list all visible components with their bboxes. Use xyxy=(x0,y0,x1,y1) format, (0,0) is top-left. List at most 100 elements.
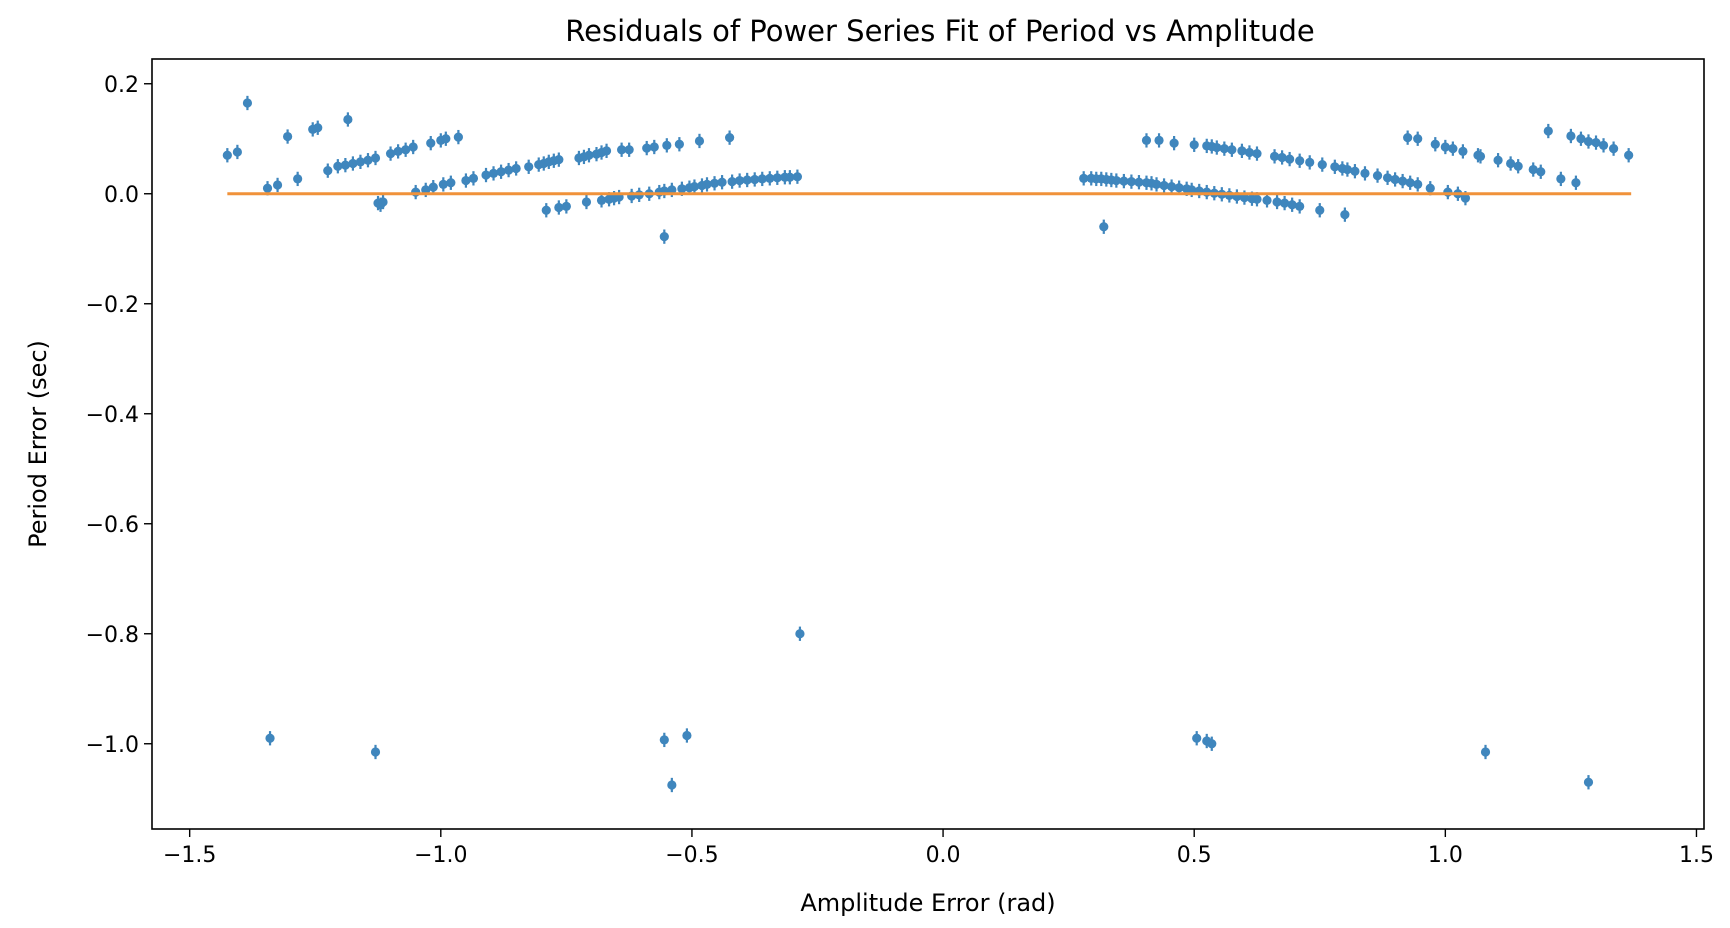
data-point xyxy=(283,129,293,144)
data-point xyxy=(242,95,253,111)
data-point xyxy=(1350,164,1360,179)
data-point xyxy=(772,170,782,185)
data-point xyxy=(581,194,592,210)
y-tick-label: −0.2 xyxy=(86,293,139,318)
y-tick-label: −1.0 xyxy=(86,733,139,758)
point-marker xyxy=(393,146,403,156)
data-point xyxy=(333,159,343,174)
data-point xyxy=(348,156,358,171)
data-point xyxy=(1134,175,1144,190)
point-marker xyxy=(1342,164,1352,175)
point-marker xyxy=(1207,739,1217,749)
data-point xyxy=(554,200,564,215)
data-point xyxy=(428,180,438,195)
point-marker xyxy=(642,143,652,153)
point-marker xyxy=(1154,135,1164,145)
data-point xyxy=(1219,141,1229,156)
point-marker xyxy=(262,183,273,193)
data-point xyxy=(1576,131,1586,146)
data-point xyxy=(370,744,381,760)
point-marker xyxy=(1566,131,1576,141)
point-marker xyxy=(468,173,479,183)
y-tick-label: −0.6 xyxy=(86,513,139,538)
point-marker xyxy=(343,114,353,125)
point-marker xyxy=(785,172,795,182)
data-point xyxy=(659,229,669,244)
point-marker xyxy=(524,162,534,172)
point-marker xyxy=(1413,134,1423,144)
point-marker xyxy=(1536,167,1546,177)
data-point xyxy=(313,120,323,135)
point-marker xyxy=(581,197,592,207)
data-point xyxy=(1207,736,1217,751)
data-point xyxy=(272,177,283,193)
data-point xyxy=(1166,179,1177,194)
point-marker xyxy=(667,185,677,195)
point-marker xyxy=(1480,747,1491,757)
data-point xyxy=(1382,170,1393,185)
point-marker xyxy=(1506,158,1516,169)
data-point xyxy=(1272,194,1282,210)
point-marker xyxy=(596,195,607,205)
point-marker xyxy=(283,131,293,142)
y-axis: 0.2 0.0 −0.2 −0.4 −0.6 −0.8 −1.0 xyxy=(86,73,152,758)
point-marker xyxy=(1192,733,1202,743)
point-marker xyxy=(1287,200,1297,210)
data-point xyxy=(385,146,396,161)
data-point xyxy=(461,173,471,188)
point-marker xyxy=(1360,168,1370,178)
data-point xyxy=(735,173,745,188)
y-tick-label: −0.8 xyxy=(86,623,139,648)
point-marker xyxy=(765,173,775,183)
point-marker xyxy=(742,175,752,185)
y-axis-label: Period Error (sec) xyxy=(24,340,52,548)
point-marker xyxy=(1390,174,1400,185)
point-marker xyxy=(617,145,627,155)
point-marker xyxy=(1169,138,1179,148)
x-tick-label: −0.5 xyxy=(665,843,718,868)
point-marker xyxy=(1591,138,1601,148)
data-point xyxy=(1154,133,1164,148)
point-marker xyxy=(370,153,381,163)
data-point xyxy=(511,161,521,176)
point-marker xyxy=(1440,142,1450,152)
point-marker xyxy=(1280,198,1290,208)
point-marker xyxy=(355,157,366,167)
point-marker xyxy=(1272,197,1282,207)
data-point xyxy=(323,163,333,178)
point-marker xyxy=(1237,146,1247,156)
data-point xyxy=(524,159,534,174)
point-marker xyxy=(725,133,735,143)
x-tick-label: 0.0 xyxy=(926,843,961,868)
point-marker xyxy=(1166,182,1177,192)
data-point xyxy=(1227,142,1237,157)
point-marker xyxy=(659,735,669,745)
data-point xyxy=(1305,155,1315,170)
point-marker xyxy=(411,187,421,197)
point-marker xyxy=(1262,195,1272,205)
point-marker xyxy=(1099,222,1109,232)
data-point xyxy=(1126,174,1137,189)
point-marker xyxy=(1398,176,1408,186)
data-point xyxy=(659,732,669,748)
point-marker xyxy=(1227,145,1237,155)
data-point xyxy=(1189,137,1199,152)
point-marker xyxy=(1513,161,1523,171)
point-marker xyxy=(222,150,232,160)
data-point xyxy=(426,136,436,151)
data-point xyxy=(1430,137,1440,152)
y-tick-label: 0.2 xyxy=(104,73,139,98)
data-point xyxy=(343,112,353,127)
data-point xyxy=(1141,133,1152,148)
point-marker xyxy=(293,174,303,184)
data-point xyxy=(1079,171,1089,186)
point-marker xyxy=(624,145,634,155)
y-tick-label: 0.0 xyxy=(104,183,139,208)
point-marker xyxy=(1212,142,1222,153)
point-marker xyxy=(584,150,594,160)
data-point xyxy=(453,129,463,145)
point-marker xyxy=(554,202,564,213)
point-marker xyxy=(795,629,805,639)
point-marker xyxy=(1111,175,1121,186)
point-marker xyxy=(1330,162,1340,172)
